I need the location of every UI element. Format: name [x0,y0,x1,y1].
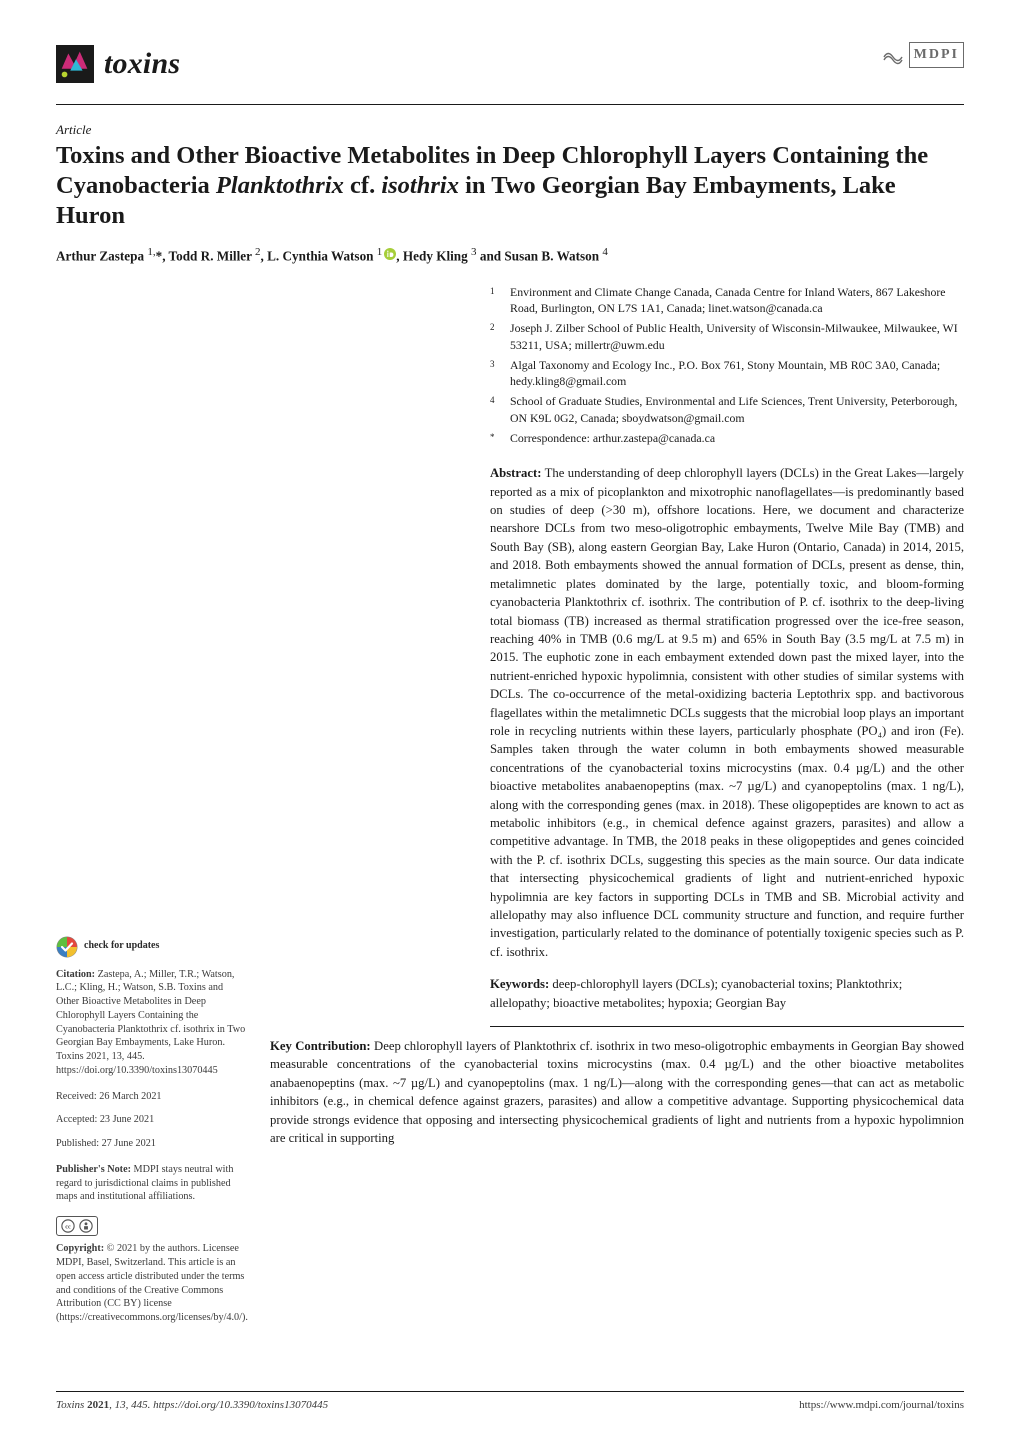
affiliation-text: School of Graduate Studies, Environmenta… [510,393,964,427]
keywords-label: Keywords: [490,977,549,991]
key-contribution-text: Deep chlorophyll layers of Planktothrix … [270,1039,964,1145]
copyright-label: Copyright: [56,1243,104,1254]
publisher-name: MDPI [909,42,964,68]
section-rule [490,1026,964,1027]
mdpi-logo: MDPI [883,42,964,68]
key-contribution-label: Key Contribution: [270,1039,371,1053]
cc-icon: cc [61,1219,75,1233]
date-received: Received: 26 March 2021 [56,1090,246,1104]
author-list: Arthur Zastepa 1,*, Todd R. Miller 2, L.… [56,245,964,266]
copyright-text: © 2021 by the authors. Licensee MDPI, Ba… [56,1243,248,1323]
footer-year: 2021 [87,1399,109,1411]
check-updates-badge[interactable]: check for updates [56,936,246,958]
affiliation-marker: 4 [490,393,500,427]
affiliation-marker: 3 [490,357,500,391]
date-published: Published: 27 June 2021 [56,1137,246,1151]
author-affil-marker: 4 [602,246,608,258]
check-updates-icon [56,936,78,958]
author-name: *, Todd R. Miller [156,248,255,263]
abstract: Abstract: The understanding of deep chlo… [490,464,964,961]
publisher-note-label: Publisher's Note: [56,1164,131,1175]
author-affil-marker: 1 [377,246,383,258]
author-name: , Hedy Kling [396,248,471,263]
abstract-label: Abstract: [490,466,541,480]
page-footer: Toxins 2021, 13, 445. https://doi.org/10… [56,1391,964,1414]
title-species: isothrix [381,172,459,199]
main-column: 1 Environment and Climate Change Canada,… [270,284,964,1337]
affiliation-text: Correspondence: arthur.zastepa@canada.ca [510,430,964,447]
footer-journal: Toxins [56,1399,87,1411]
affiliation-marker: 2 [490,320,500,354]
license-block: cc CC BY Copyright: © 2021 by the author… [56,1216,246,1325]
citation-block: Citation: Zastepa, A.; Miller, T.R.; Wat… [56,968,246,1078]
orcid-icon [384,248,396,260]
author-affil-marker: 1, [147,246,155,258]
footer-right: https://www.mdpi.com/journal/toxins [799,1398,964,1414]
keywords-text: deep-chlorophyll layers (DCLs); cyanobac… [490,977,902,1009]
top-rule [56,104,964,105]
affiliation-text: Algal Taxonomy and Ecology Inc., P.O. Bo… [510,357,964,391]
sidebar: check for updates Citation: Zastepa, A.;… [56,284,246,1337]
affiliation-marker: * [490,430,500,447]
article-header: Article Toxins and Other Bioactive Metab… [56,121,964,266]
keywords: Keywords: deep-chlorophyll layers (DCLs)… [490,975,964,1012]
affiliation-row: 3 Algal Taxonomy and Ecology Inc., P.O. … [490,357,964,391]
article-title: Toxins and Other Bioactive Metabolites i… [56,141,964,231]
affiliation-row: 2 Joseph J. Zilber School of Public Heal… [490,320,964,354]
key-contribution: Key Contribution: Deep chlorophyll layer… [270,1037,964,1147]
cc-by-icon [79,1219,93,1233]
article-type: Article [56,121,964,140]
author-name: Arthur Zastepa [56,248,147,263]
journal-brand: toxins [56,42,180,86]
top-bar: toxins MDPI [56,42,964,86]
citation-label: Citation: [56,969,95,980]
abstract-text: The understanding of deep chlorophyll la… [490,466,964,959]
citation-text: Zastepa, A.; Miller, T.R.; Watson, L.C.;… [56,969,245,1076]
author-name: and Susan B. Watson [477,248,603,263]
affiliation-text: Joseph J. Zilber School of Public Health… [510,320,964,354]
affiliation-row: * Correspondence: arthur.zastepa@canada.… [490,430,964,447]
cc-by-badge: cc CC BY [56,1216,98,1236]
mdpi-wave-icon [883,45,903,65]
svg-text:cc: cc [65,1225,71,1231]
journal-logo-icon [56,45,94,83]
affiliations: 1 Environment and Climate Change Canada,… [490,284,964,447]
affiliation-marker: 1 [490,284,500,318]
affiliation-row: 4 School of Graduate Studies, Environmen… [490,393,964,427]
title-part: cf. [344,172,381,199]
publisher-note-block: Publisher's Note: MDPI stays neutral wit… [56,1163,246,1204]
check-updates-label: check for updates [84,941,159,952]
footer-citation: , 13, 445. https://doi.org/10.3390/toxin… [109,1399,328,1411]
title-species: Planktothrix [216,172,344,199]
journal-name: toxins [104,42,180,86]
affiliation-row: 1 Environment and Climate Change Canada,… [490,284,964,318]
dates-block: Received: 26 March 2021 Accepted: 23 Jun… [56,1090,246,1151]
affiliation-text: Environment and Climate Change Canada, C… [510,284,964,318]
author-name: , L. Cynthia Watson [261,248,377,263]
footer-left: Toxins 2021, 13, 445. https://doi.org/10… [56,1398,328,1414]
date-accepted: Accepted: 23 June 2021 [56,1113,246,1127]
